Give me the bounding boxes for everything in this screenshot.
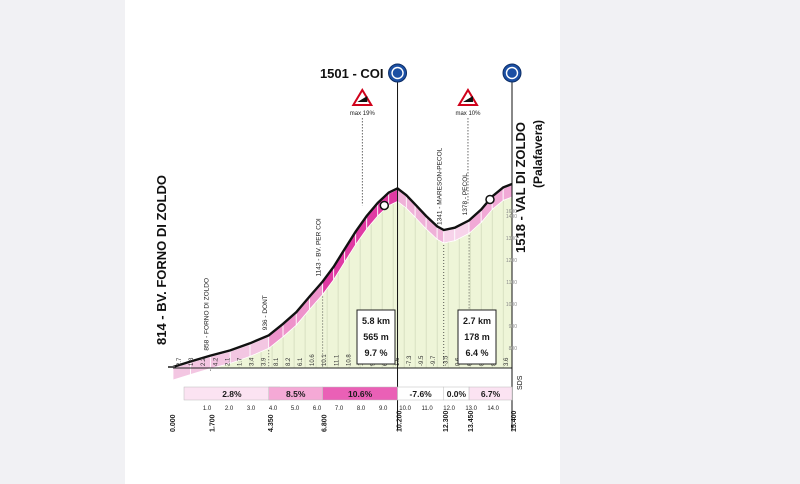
right-margin [560, 0, 800, 484]
gradient-label: -7.3 [407, 355, 413, 366]
summit-label: 1501 - COI [320, 66, 384, 81]
left-margin [0, 0, 125, 484]
gradient-label: 8.2 [286, 357, 292, 366]
steep-warning-icon [351, 88, 374, 106]
y-tick-label: 1200 [506, 258, 517, 264]
profile-area [173, 185, 512, 368]
km-mark-label: 4.350 [268, 414, 275, 432]
gradient-segment [468, 386, 513, 401]
y-tick-label: 1600 [506, 209, 517, 215]
steep-warning-icon [457, 88, 479, 106]
km-tick-label: 6.0 [313, 406, 322, 412]
km-tick-label: 1.0 [203, 406, 212, 412]
km-tick-label: 4.0 [269, 406, 278, 412]
km-tick-label: 7.0 [335, 406, 344, 412]
gradient-label: 2.1 [225, 357, 231, 366]
stat-distance: 5.8 km [362, 316, 390, 326]
stat-climb: 178 m [464, 332, 490, 342]
marker-circle [379, 200, 390, 211]
finish-label: 1518 - VAL DI ZOLDO [513, 122, 528, 253]
segment-label: 0.0% [447, 389, 467, 399]
max-gradient-label: max 19% [350, 111, 376, 117]
segment-label: 10.6% [348, 389, 373, 399]
km-mark-label: 13.450 [468, 410, 475, 432]
y-tick-label: 1100 [506, 280, 517, 286]
waypoint-label: 1143 - BV. PER COI [316, 218, 323, 276]
km-tick-label: 3.0 [247, 406, 256, 412]
km-tick-label: 11.0 [422, 406, 434, 412]
profile-outline [172, 182, 513, 369]
gradient-label: 10.6 [310, 354, 316, 366]
segment-label: 6.7% [481, 389, 501, 399]
gradient-label: 11.1 [334, 354, 340, 366]
sds-label: SDS [517, 375, 524, 390]
stat-box [457, 309, 497, 365]
stat-climb: 565 m [363, 332, 389, 342]
km-tick-label: 14.0 [487, 406, 499, 412]
steep-warning-glyph [357, 96, 368, 102]
waypoint-label: 936 - DONT [262, 295, 269, 330]
km-mark-label: 6.800 [322, 414, 329, 432]
y-tick-label: 800 [509, 346, 518, 352]
gradient-label: -9.7 [431, 355, 437, 366]
km-tick-label: 12.0 [443, 406, 455, 412]
gradient-label: 2.7 [177, 357, 183, 366]
gradient-label: 3.4 [250, 357, 256, 366]
sprint-icon-ring [505, 66, 519, 80]
km-tick-label: 10.0 [399, 406, 411, 412]
sprint-icon [388, 63, 408, 83]
stat-box [356, 309, 396, 365]
km-tick-label: 8.0 [357, 406, 366, 412]
km-tick-label: 9.0 [379, 406, 388, 412]
stat-gradient: 6.4 % [465, 348, 488, 358]
km-mark-label: 15.400 [511, 410, 518, 432]
y-tick-label: 1300 [506, 236, 517, 242]
stat-distance: 2.7 km [463, 316, 491, 326]
start-block [168, 366, 175, 368]
gradient-label: 10.1 [322, 354, 328, 366]
gradient-label: 3.6 [504, 357, 510, 366]
gradient-label: 8.1 [274, 357, 280, 366]
steep-warning-glyph [462, 96, 473, 102]
gradient-label: 6.1 [298, 357, 304, 366]
km-tick-label: 5.0 [291, 406, 300, 412]
gradient-label: 1.3 [189, 357, 195, 366]
finish-sublabel: (Palafavera) [531, 120, 545, 188]
km-mark-label: 1.700 [209, 414, 216, 432]
km-mark-label: 0.000 [170, 414, 177, 432]
gradient-label: -3.5 [443, 355, 449, 366]
segment-label: 8.5% [286, 389, 306, 399]
gradient-label: 4.2 [213, 357, 219, 366]
gradient-label: 3.9 [262, 357, 268, 366]
gradient-label: 1.7 [237, 357, 243, 366]
gradient-label: 2.2 [201, 357, 207, 366]
gradient-label: -9.5 [419, 355, 425, 366]
sprint-icon [502, 63, 522, 83]
max-gradient-label: max 10% [455, 111, 481, 117]
y-tick-label: 900 [509, 324, 518, 330]
km-mark-label: 10.200 [397, 410, 404, 432]
waypoint-label: 1341 - MARESON-PECOL [437, 147, 444, 225]
y-tick-label: 1000 [506, 302, 517, 308]
gradient-label: 10.8 [346, 354, 352, 366]
waypoint-label: 858 - FORNO DI ZOLDO [203, 278, 210, 351]
y-tick-label: 1400 [506, 214, 517, 220]
stat-gradient: 9.7 % [364, 348, 387, 358]
km-mark-label: 12.300 [443, 410, 450, 432]
segment-label: -7.6% [410, 389, 433, 399]
start-label: 814 - BV. FORNO DI ZOLDO [154, 175, 169, 345]
marker-circle [485, 194, 495, 205]
km-tick-label: 2.0 [225, 406, 234, 412]
segment-label: 2.8% [222, 389, 242, 399]
sprint-icon-ring [391, 66, 404, 80]
km-tick-label: 13.0 [465, 406, 477, 412]
waypoint-label: 1378 - PECOL [462, 173, 469, 216]
